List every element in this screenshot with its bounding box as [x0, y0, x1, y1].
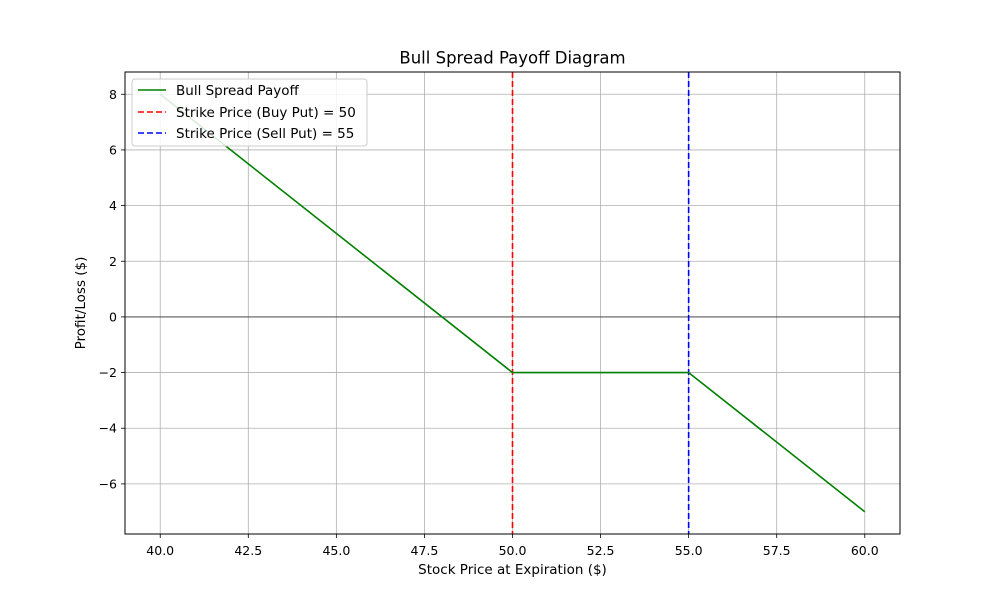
strike-lines: [511, 72, 690, 534]
x-tick-label: 40.0: [146, 543, 174, 558]
y-tick-label: −4: [99, 421, 117, 436]
y-tick-label: −2: [99, 365, 117, 380]
y-tick-label: 2: [109, 254, 117, 269]
x-ticks: 40.0 42.5 45.0 47.5 50.0 52.5 55.0 57.5 60.0: [146, 534, 879, 558]
y-tick-label: 4: [109, 198, 117, 213]
series-line-payoff: [159, 93, 866, 513]
series: [159, 93, 866, 513]
x-tick-label: 47.5: [411, 543, 439, 558]
x-axis-label: Stock Price at Expiration ($): [418, 562, 607, 578]
y-tick-label: 6: [109, 142, 117, 157]
legend-label-buy-put: Strike Price (Buy Put) = 50: [176, 105, 356, 121]
x-tick-label: 55.0: [675, 543, 703, 558]
y-tick-label: −6: [99, 476, 117, 491]
y-tick-label: 8: [109, 87, 117, 102]
chart-title: Bull Spread Payoff Diagram: [399, 49, 625, 68]
x-tick-label: 50.0: [499, 543, 527, 558]
x-tick-label: 52.5: [587, 543, 615, 558]
legend: Bull Spread Payoff Strike Price (Buy Put…: [131, 78, 368, 147]
x-tick-label: 42.5: [234, 543, 262, 558]
x-tick-label: 60.0: [851, 543, 879, 558]
legend-label-payoff: Bull Spread Payoff: [176, 83, 299, 99]
y-axis-label: Profit/Loss ($): [73, 257, 89, 350]
legend-label-sell-put: Strike Price (Sell Put) = 55: [176, 126, 354, 142]
y-ticks: 8 6 4 2 0 −2 −4 −6: [99, 87, 125, 491]
x-tick-label: 57.5: [763, 543, 791, 558]
y-tick-label: 0: [109, 309, 117, 324]
x-tick-label: 45.0: [322, 543, 350, 558]
legend-box: [131, 78, 368, 147]
